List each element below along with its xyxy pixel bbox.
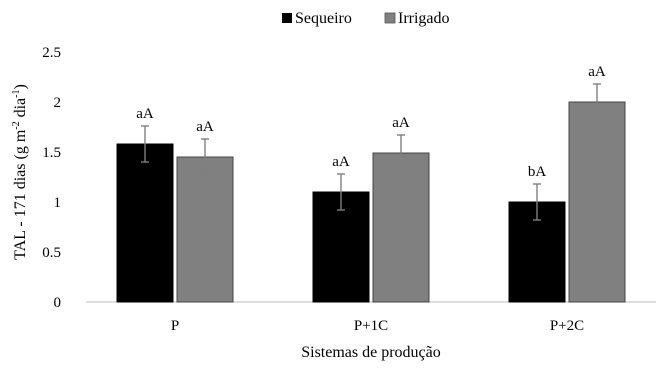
bar [176,156,234,303]
legend-label-sequeiro: Sequeiro [295,10,352,27]
error-bar [201,138,209,176]
error-bar [593,83,601,121]
bar-data-label: aA [332,154,350,170]
error-bar [397,134,405,172]
x-axis-title: Sistemas de produção [301,344,441,361]
bar-data-label: aA [196,119,214,135]
y-axis-title-sup2: -1 [11,89,22,97]
x-tick-label: P [171,318,179,334]
bar-data-label: bA [528,164,547,180]
y-tick-label: 0.5 [42,245,61,261]
bars [116,101,626,303]
error-bars [141,83,601,221]
bar-data-label: aA [588,64,606,80]
error-bar [141,125,149,163]
bar [568,101,626,303]
bar [372,152,430,303]
y-tick-label: 2.5 [42,45,61,61]
bar [116,143,174,303]
y-axis-title-sup1: -2 [11,121,22,129]
x-tick-label: P+1C [354,318,388,334]
y-tick-label: 1 [54,195,62,211]
y-axis-title-main: TAL - 171 dias (g m [12,129,29,260]
error-bar [533,183,541,221]
y-axis-title: TAL - 171 dias (g m-2 dia-1) [11,84,29,260]
bar-labels: aA aA bA aA aA aA [136,64,606,180]
error-bar [337,173,345,211]
y-tick-label: 1.5 [42,145,61,161]
y-axis-title-end: ) [12,84,29,89]
legend-swatch-irrigado [384,12,396,24]
y-tick-label: 0 [54,295,62,311]
y-tick-labels: 0 0.5 1 1.5 2 2.5 [42,45,61,311]
y-tick-label: 2 [54,95,62,111]
legend-swatch-sequeiro [282,13,292,23]
x-tick-label: P+2C [550,318,584,334]
x-tick-labels: P P+1C P+2C [171,318,584,334]
legend-label-irrigado: Irrigado [398,10,450,27]
legend: Sequeiro Irrigado [282,10,450,27]
bar-data-label: aA [136,106,154,122]
bar-data-label: aA [392,115,410,131]
y-axis-title-mid: dia [12,98,29,122]
